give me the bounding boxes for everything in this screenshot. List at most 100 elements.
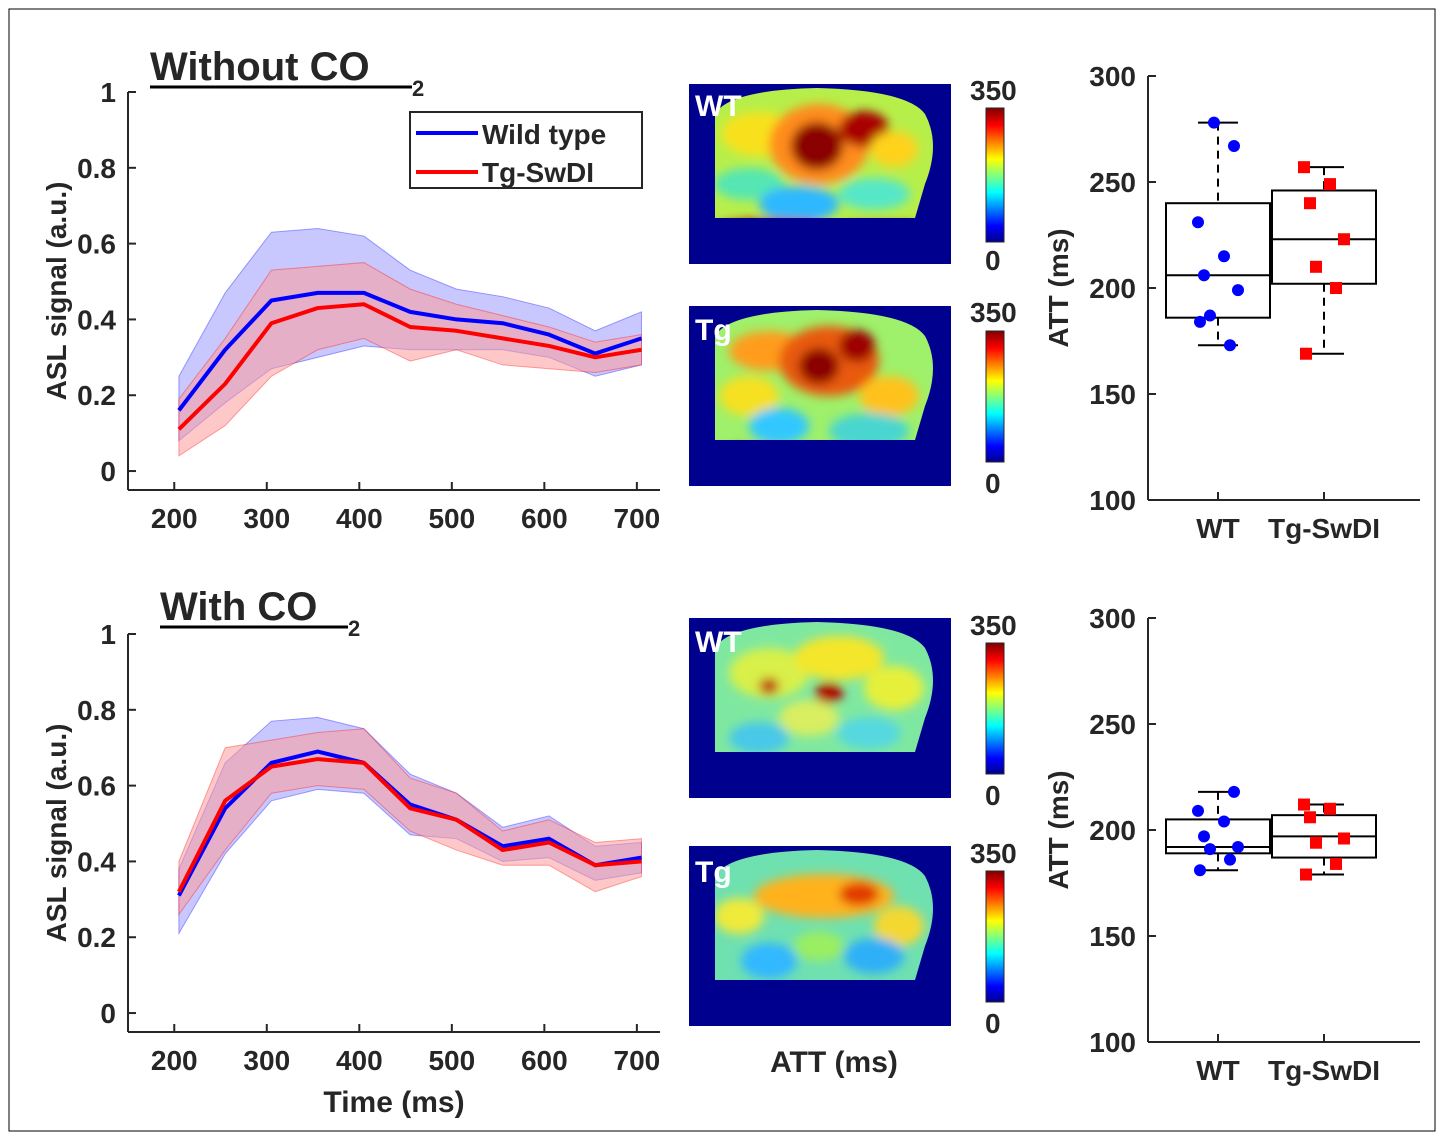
y-tick-label: 100 xyxy=(1089,1027,1136,1058)
x-tick-label: 500 xyxy=(428,503,475,534)
x-axis-label: Time (ms) xyxy=(323,1086,464,1119)
y-tick-label: 0 xyxy=(100,456,116,487)
data-point-tg-swdi xyxy=(1300,347,1312,360)
colorbar-gradient xyxy=(985,330,1005,463)
data-point-tg-swdi xyxy=(1330,857,1342,870)
data-point-wt xyxy=(1204,309,1216,322)
legend-label-wild-type: Wild type xyxy=(482,119,606,150)
maps-xlabel: ATT (ms) xyxy=(770,1046,898,1079)
colorbar-min: 0 xyxy=(985,468,1001,499)
data-point-tg-swdi xyxy=(1338,832,1350,845)
colorbar-max: 350 xyxy=(970,75,1017,106)
data-point-wt xyxy=(1204,843,1216,856)
y-tick-label: 300 xyxy=(1089,603,1136,634)
data-point-tg-swdi xyxy=(1310,260,1322,273)
att-map-tg-with-co2: Tg xyxy=(689,846,951,1026)
x-tick-label: 300 xyxy=(243,1045,290,1076)
x-tick-label: 200 xyxy=(151,1045,198,1076)
data-point-tg-swdi xyxy=(1324,802,1336,815)
y-tick-label: 1 xyxy=(100,619,116,650)
colorbar-min: 0 xyxy=(985,780,1001,811)
colorbar-max: 350 xyxy=(970,610,1017,641)
data-point-wt xyxy=(1208,116,1220,129)
att-map-wt-without-co2: WT xyxy=(689,84,951,264)
data-point-tg-swdi xyxy=(1304,811,1316,824)
confidence-band-tg-swdi xyxy=(178,262,642,457)
y-tick-label: 0 xyxy=(100,998,116,1029)
y-axis-label: ATT (ms) xyxy=(1043,228,1074,347)
signal-chart-without-co2: 0 0.2 0.4 0.6 0.8 1 200 300 400 500 600 700 ASL sign… xyxy=(41,77,660,534)
x-tick-label: 700 xyxy=(614,503,661,534)
data-point-wt xyxy=(1192,804,1204,817)
map-label-wt: WT xyxy=(695,626,742,659)
y-tick-label: 250 xyxy=(1089,709,1136,740)
data-point-wt xyxy=(1232,284,1244,297)
legend: Wild type Tg-SwDI xyxy=(409,111,643,189)
y-tick-label: 0.8 xyxy=(77,153,116,184)
y-tick-label: 1 xyxy=(100,77,116,108)
x-tick-label: 400 xyxy=(336,503,383,534)
map-brain-slice xyxy=(715,850,933,980)
att-boxplot-without-co2: 100 150 200 250 300 ATT (ms) WT Tg-SwDI xyxy=(1043,61,1420,544)
y-tick-label: 200 xyxy=(1089,815,1136,846)
data-point-tg-swdi xyxy=(1324,178,1336,191)
y-tick-label: 0.6 xyxy=(77,771,116,802)
x-tick-label: WT xyxy=(1196,1055,1240,1086)
y-tick-label: 300 xyxy=(1089,61,1136,92)
data-point-wt xyxy=(1224,853,1236,866)
data-point-tg-swdi xyxy=(1310,836,1322,849)
map-brain-slice xyxy=(715,310,933,440)
x-tick-label: WT xyxy=(1196,513,1240,544)
x-tick-label: Tg-SwDI xyxy=(1268,1055,1380,1086)
box-iqr xyxy=(1165,818,1271,855)
y-axis-label: ATT (ms) xyxy=(1043,770,1074,889)
map-label-wt: WT xyxy=(695,90,742,123)
signal-chart-with-co2: 0 0.2 0.4 0.6 0.8 1 200 300 400 500 600 700 ASL sign… xyxy=(41,619,660,1119)
colorbar-min: 0 xyxy=(985,1008,1001,1039)
map-label-tg: Tg xyxy=(695,856,732,889)
map-label-tg: Tg xyxy=(695,314,732,347)
panel-title-main: Without CO xyxy=(150,45,370,89)
y-tick-label: 0.2 xyxy=(77,380,116,411)
map-brain-slice xyxy=(715,622,933,752)
colorbar-max: 350 xyxy=(970,297,1017,328)
colorbar-gradient xyxy=(985,870,1005,1003)
box-iqr xyxy=(1271,189,1377,285)
data-point-wt xyxy=(1228,785,1240,798)
series-line-tg-swdi xyxy=(177,757,642,893)
figure-border xyxy=(8,8,1436,1132)
data-point-wt xyxy=(1198,830,1210,843)
y-tick-label: 100 xyxy=(1089,485,1136,516)
colorbar-gradient xyxy=(985,642,1005,775)
panel-title-sub: 2 xyxy=(348,616,360,641)
data-point-wt xyxy=(1198,269,1210,282)
y-tick-label: 0.4 xyxy=(77,846,116,877)
x-tick-label: 600 xyxy=(521,1045,568,1076)
data-point-tg-swdi xyxy=(1298,798,1310,811)
data-point-wt xyxy=(1232,840,1244,853)
x-tick-label: 700 xyxy=(614,1045,661,1076)
panel-title-with-co2: With CO 2 xyxy=(160,585,360,641)
data-point-wt xyxy=(1192,216,1204,229)
series-line-tg-swdi xyxy=(177,302,642,431)
x-tick-label: 500 xyxy=(428,1045,475,1076)
att-map-tg-without-co2: Tg xyxy=(689,306,951,486)
colorbar-4: 350 0 xyxy=(970,838,1017,1039)
panel-title-main: With CO xyxy=(160,585,317,629)
data-point-tg-swdi xyxy=(1300,868,1312,881)
data-point-wt xyxy=(1194,864,1206,877)
x-tick-label: Tg-SwDI xyxy=(1268,513,1380,544)
data-point-tg-swdi xyxy=(1338,233,1350,246)
data-point-tg-swdi xyxy=(1304,197,1316,210)
x-tick-label: 200 xyxy=(151,503,198,534)
colorbar-gradient xyxy=(985,107,1005,243)
y-tick-label: 0.4 xyxy=(77,304,116,335)
x-tick-label: 600 xyxy=(521,503,568,534)
panel-title-without-co2: Without CO 2 xyxy=(150,45,424,101)
colorbar-2: 350 0 xyxy=(970,297,1017,499)
att-boxplot-with-co2: 100 150 200 250 300 ATT (ms) WT Tg-SwDI xyxy=(1043,603,1420,1086)
data-point-wt xyxy=(1228,139,1240,152)
y-tick-label: 0.8 xyxy=(77,695,116,726)
colorbar-3: 350 0 xyxy=(970,610,1017,811)
